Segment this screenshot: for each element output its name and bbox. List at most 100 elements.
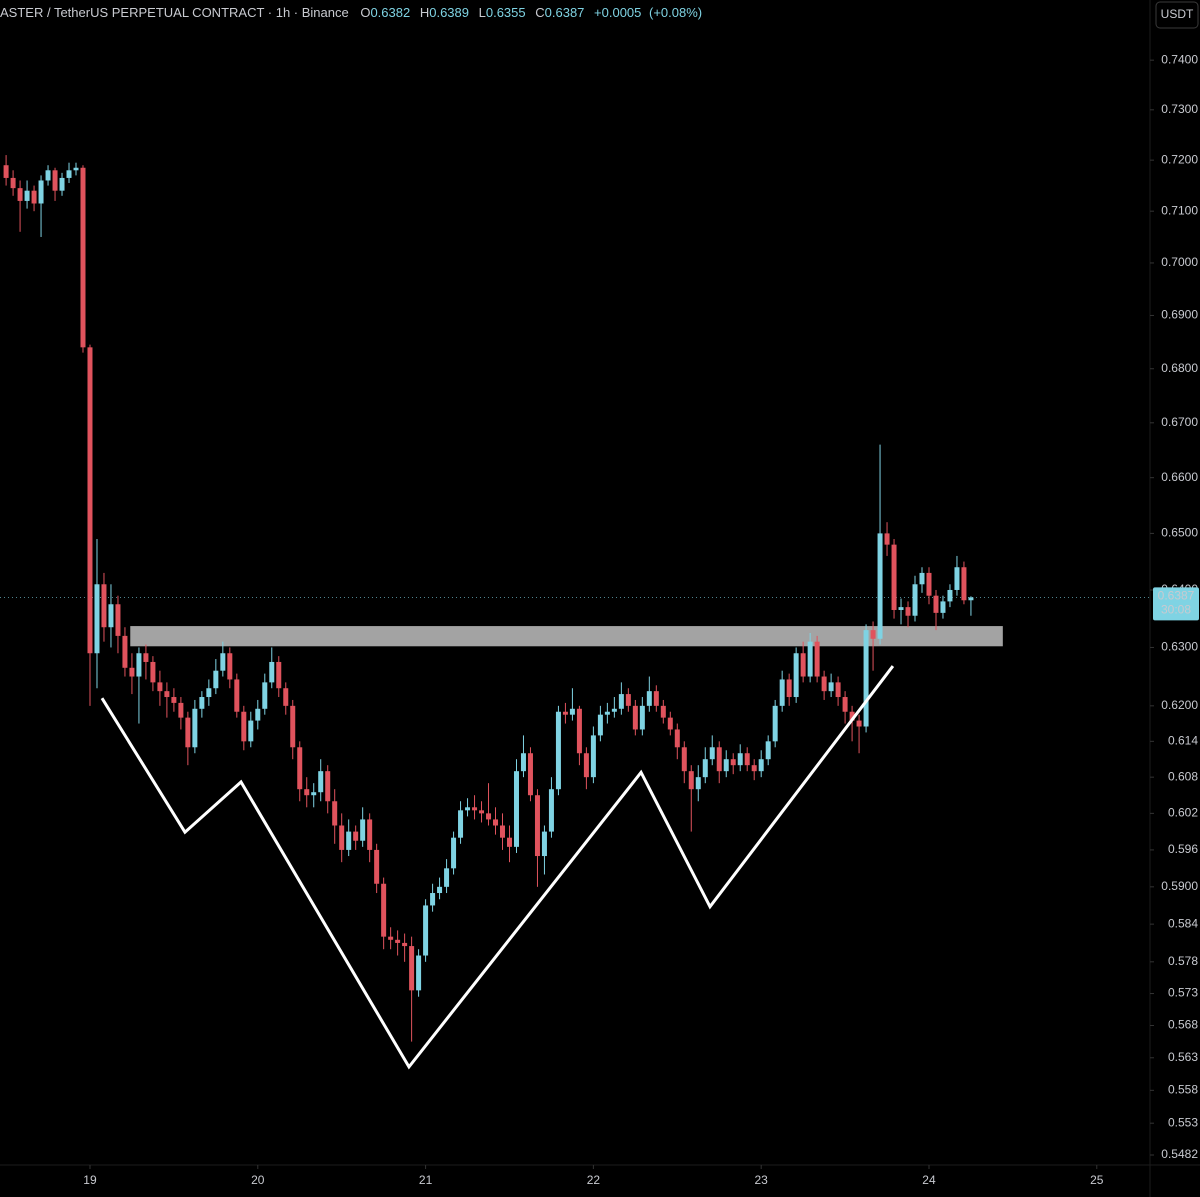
candle-body — [898, 607, 904, 610]
ohlc-label: C — [535, 5, 544, 20]
candle-body — [618, 694, 624, 709]
candle-body — [548, 789, 554, 832]
candle-body — [919, 572, 925, 585]
price-label-box — [1153, 587, 1199, 621]
candle-body — [143, 653, 149, 662]
candle-body — [821, 676, 827, 692]
candle-body — [576, 708, 582, 754]
y-tick-label: 0.6300 — [1161, 640, 1198, 654]
candle-body — [611, 708, 617, 712]
candle-body — [339, 825, 345, 850]
change-percent: (+0.08%) — [649, 5, 702, 20]
change: +0.0005 — [594, 5, 641, 20]
candle-body — [297, 747, 303, 790]
candle-body — [779, 679, 785, 706]
candle-body — [465, 807, 471, 811]
candle-body — [416, 955, 422, 991]
candle-body — [10, 177, 16, 189]
y-tick-label: 0.568 — [1168, 1018, 1198, 1032]
candle-body — [674, 729, 680, 748]
candle-body — [835, 682, 841, 698]
candle-body — [87, 347, 93, 654]
candle-body — [234, 679, 240, 712]
ohlc-value: 0.6389 — [429, 5, 469, 20]
candle-body — [786, 679, 792, 698]
candle-body — [527, 753, 533, 796]
candle-body — [409, 946, 415, 991]
y-tick-label: 0.7300 — [1161, 102, 1198, 116]
y-tick-label: 0.7200 — [1161, 152, 1198, 166]
candle-body — [227, 653, 233, 680]
candle-body — [185, 717, 191, 748]
candle-body — [597, 714, 603, 736]
candle-body — [479, 810, 485, 814]
y-tick-label: 0.608 — [1168, 769, 1198, 783]
candle-body — [486, 813, 492, 820]
candle-body — [506, 837, 512, 847]
candle-body — [828, 682, 834, 692]
candle-body — [318, 771, 324, 793]
y-tick-label: 0.6800 — [1161, 361, 1198, 375]
candle-body — [353, 831, 359, 841]
x-tick-label: 19 — [83, 1173, 97, 1187]
candle-body — [248, 720, 254, 742]
candle-body — [122, 635, 128, 668]
candle-body — [723, 759, 729, 772]
candle-body — [73, 167, 79, 171]
candle-body — [283, 688, 289, 706]
candle-body — [262, 682, 268, 709]
y-tick-label: 0.563 — [1168, 1050, 1198, 1064]
candle-body — [493, 819, 499, 826]
candle-body — [534, 795, 540, 857]
candle-body — [24, 190, 30, 201]
candle-body — [423, 905, 429, 956]
candle-body — [863, 630, 869, 727]
candle-body — [199, 697, 205, 709]
candle-body — [968, 597, 974, 601]
candle-body — [961, 567, 967, 601]
candle-body — [856, 720, 862, 727]
candle-body — [751, 765, 757, 772]
y-tick-label: 0.6900 — [1161, 308, 1198, 322]
candle-body — [52, 170, 58, 191]
currency-button[interactable] — [1155, 1, 1199, 29]
candle-body — [807, 641, 813, 677]
candle-body — [646, 691, 652, 706]
candle-body — [583, 753, 589, 778]
candle-body — [590, 735, 596, 778]
candle-body — [59, 177, 65, 191]
candle-body — [346, 831, 352, 850]
candle-body — [45, 170, 51, 181]
candle-body — [926, 572, 932, 596]
x-tick-label: 21 — [419, 1173, 433, 1187]
candle-body — [178, 702, 184, 718]
countdown: 30:08 — [1161, 603, 1191, 617]
candle-body — [954, 567, 960, 590]
candle-body — [444, 868, 450, 887]
plot-area — [0, 59, 1154, 1169]
candle-body — [681, 747, 687, 772]
candle-body — [206, 688, 212, 698]
candle-body — [94, 584, 100, 654]
y-tick-label: 0.558 — [1168, 1083, 1198, 1097]
y-tick-label: 0.7000 — [1161, 255, 1198, 269]
ohlc-label: O — [360, 5, 370, 20]
candle-body — [891, 544, 897, 610]
y-tick-label: 0.614 — [1168, 734, 1198, 748]
y-tick-label: 0.6200 — [1161, 698, 1198, 712]
candle-body — [513, 771, 519, 847]
candle-body — [688, 771, 694, 790]
candle-body — [66, 170, 72, 178]
y-tick-label: 0.6600 — [1161, 470, 1198, 484]
y-tick-label: 0.6700 — [1161, 415, 1198, 429]
candle-body — [171, 697, 177, 703]
candle-body — [451, 837, 457, 869]
candle-body — [695, 777, 701, 790]
candle-body — [241, 711, 247, 742]
candle-body — [437, 886, 443, 894]
candle-body — [520, 753, 526, 772]
candle-body — [3, 165, 9, 178]
candle-body — [744, 753, 750, 766]
y-tick-label: 0.5482 — [1161, 1147, 1198, 1161]
